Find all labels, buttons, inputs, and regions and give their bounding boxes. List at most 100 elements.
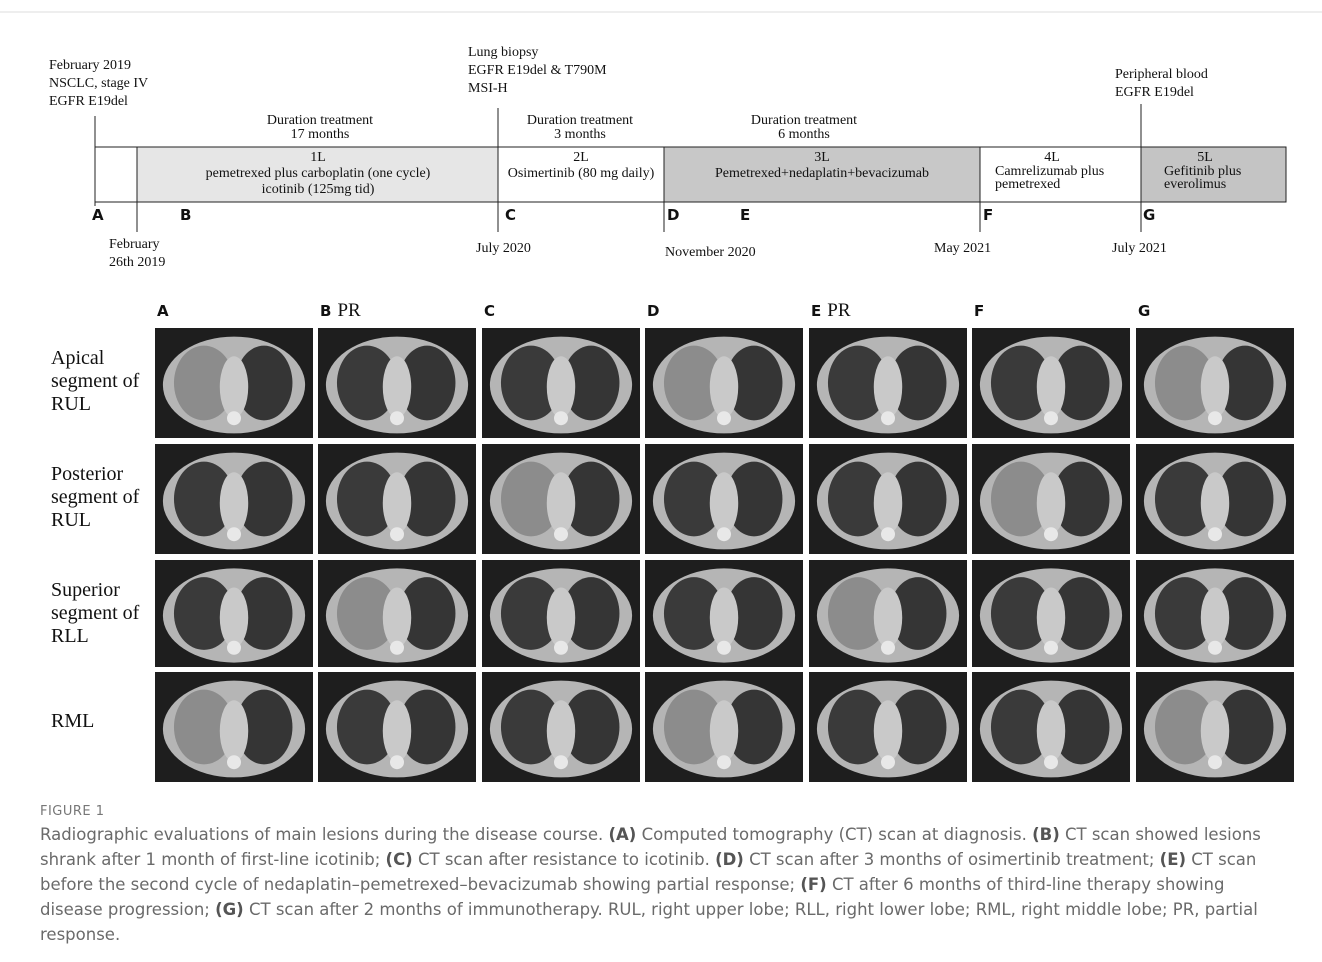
ct-spine: [717, 755, 731, 770]
therapy-text: pemetrexed plus carboplatin (one cycle): [206, 166, 431, 181]
caption-ref: (E): [1159, 850, 1187, 869]
figure: February 2019 NSCLC, stage IV EGFR E19del L…: [0, 11, 1322, 782]
ct-scan: [155, 672, 313, 782]
ct-mediastinum: [219, 472, 249, 534]
ct-lung: [990, 689, 1051, 765]
ct-scan: [1136, 444, 1294, 554]
ct-mediastinum: [1200, 356, 1230, 418]
ct-lung: [173, 577, 234, 650]
date-text: July 2021: [1112, 241, 1167, 256]
ct-scan: [482, 444, 640, 554]
ct-lung: [663, 345, 724, 421]
ct-spine: [717, 640, 731, 655]
ct-lung: [235, 689, 293, 765]
ct-lung: [500, 461, 561, 537]
ct-lung: [500, 689, 561, 765]
ct-mediastinum: [709, 587, 739, 648]
ct-scan: [809, 328, 967, 438]
ct-spine: [554, 527, 568, 542]
line-label: 1L: [310, 150, 326, 165]
column-letter: E: [811, 302, 821, 320]
ct-scan: [645, 560, 803, 667]
ct-lung: [827, 345, 888, 421]
ct-mediastinum: [1036, 356, 1066, 418]
ct-mediastinum: [873, 356, 903, 418]
ct-spine: [227, 411, 241, 426]
ct-mediastinum: [219, 587, 249, 648]
box: [1140, 146, 1287, 203]
ct-lung: [990, 577, 1051, 650]
ct-mediastinum: [1200, 472, 1230, 534]
column-label: E PR: [811, 300, 851, 321]
ct-spine: [227, 755, 241, 770]
ct-lung: [500, 577, 561, 650]
duration-text: Duration treatment: [527, 113, 633, 128]
ct-lung: [827, 577, 888, 650]
ct-mediastinum: [873, 587, 903, 648]
caption: Radiographic evaluations of main lesions…: [40, 822, 1290, 947]
ct-scan: [809, 560, 967, 667]
ct-lung: [173, 461, 234, 537]
ct-lung: [990, 461, 1051, 537]
therapy-text: Osimertinib (80 mg daily): [508, 166, 655, 181]
timeline: [94, 104, 1287, 232]
ct-lung: [1052, 689, 1110, 765]
ct-scan: [645, 444, 803, 554]
ct-spine: [1208, 640, 1222, 655]
ct-spine: [881, 411, 895, 426]
ct-lung: [725, 689, 783, 765]
ct-lung: [1216, 345, 1274, 421]
ct-lung: [1216, 689, 1274, 765]
box: [94, 146, 138, 203]
row-label: Superior: [51, 579, 120, 601]
ct-lung: [663, 461, 724, 537]
ct-scan: [155, 328, 313, 438]
ct-lung: [1216, 461, 1274, 537]
ct-lung: [1154, 345, 1215, 421]
caption-text: CT scan before the second cycle of nedap…: [40, 850, 1257, 894]
ct-spine: [717, 411, 731, 426]
ct-lung: [562, 461, 620, 537]
ct-spine: [227, 527, 241, 542]
event-text: NSCLC, stage IV: [49, 76, 148, 91]
line-label: 2L: [573, 150, 589, 165]
caption-text: CT scan showed lesions shrank after 1 mo…: [40, 825, 1261, 869]
column-letter: C: [484, 302, 495, 320]
ct-lung: [1154, 689, 1215, 765]
ct-mediastinum: [1200, 587, 1230, 648]
ct-scan: [645, 328, 803, 438]
caption-text: Radiographic evaluations of main lesions…: [40, 825, 609, 844]
event-text: Lung biopsy: [468, 45, 538, 60]
ct-lung: [990, 345, 1051, 421]
ct-lung: [827, 689, 888, 765]
ct-lung: [1154, 577, 1215, 650]
ct-scan: [1136, 328, 1294, 438]
ct-lung: [173, 345, 234, 421]
row-label: RUL: [51, 509, 91, 531]
ct-lung: [1216, 577, 1274, 650]
row-label: RML: [51, 710, 94, 732]
column-letter: B: [320, 302, 331, 320]
ct-lung: [398, 345, 456, 421]
ct-scan: [809, 444, 967, 554]
duration-text: 17 months: [291, 127, 350, 142]
ct-lung: [562, 689, 620, 765]
ct-scan: [972, 560, 1130, 667]
column-note: PR: [337, 300, 361, 321]
marker: B: [180, 206, 191, 224]
duration-text: Duration treatment: [751, 113, 857, 128]
ct-spine: [881, 755, 895, 770]
row-label: segment of: [51, 602, 140, 624]
date-text: February: [109, 237, 160, 252]
marker: D: [667, 206, 679, 224]
ct-lung: [336, 689, 398, 765]
caption-text: Computed tomography (CT) scan at diagnos…: [636, 825, 1033, 844]
box: [136, 146, 499, 203]
column-letter: A: [157, 302, 169, 320]
row-label: RUL: [51, 393, 91, 415]
column-label: D: [647, 302, 659, 320]
therapy-text: Pemetrexed+nedaplatin+bevacizumab: [715, 166, 929, 181]
ct-mediastinum: [1200, 700, 1230, 762]
marker: E: [740, 206, 750, 224]
